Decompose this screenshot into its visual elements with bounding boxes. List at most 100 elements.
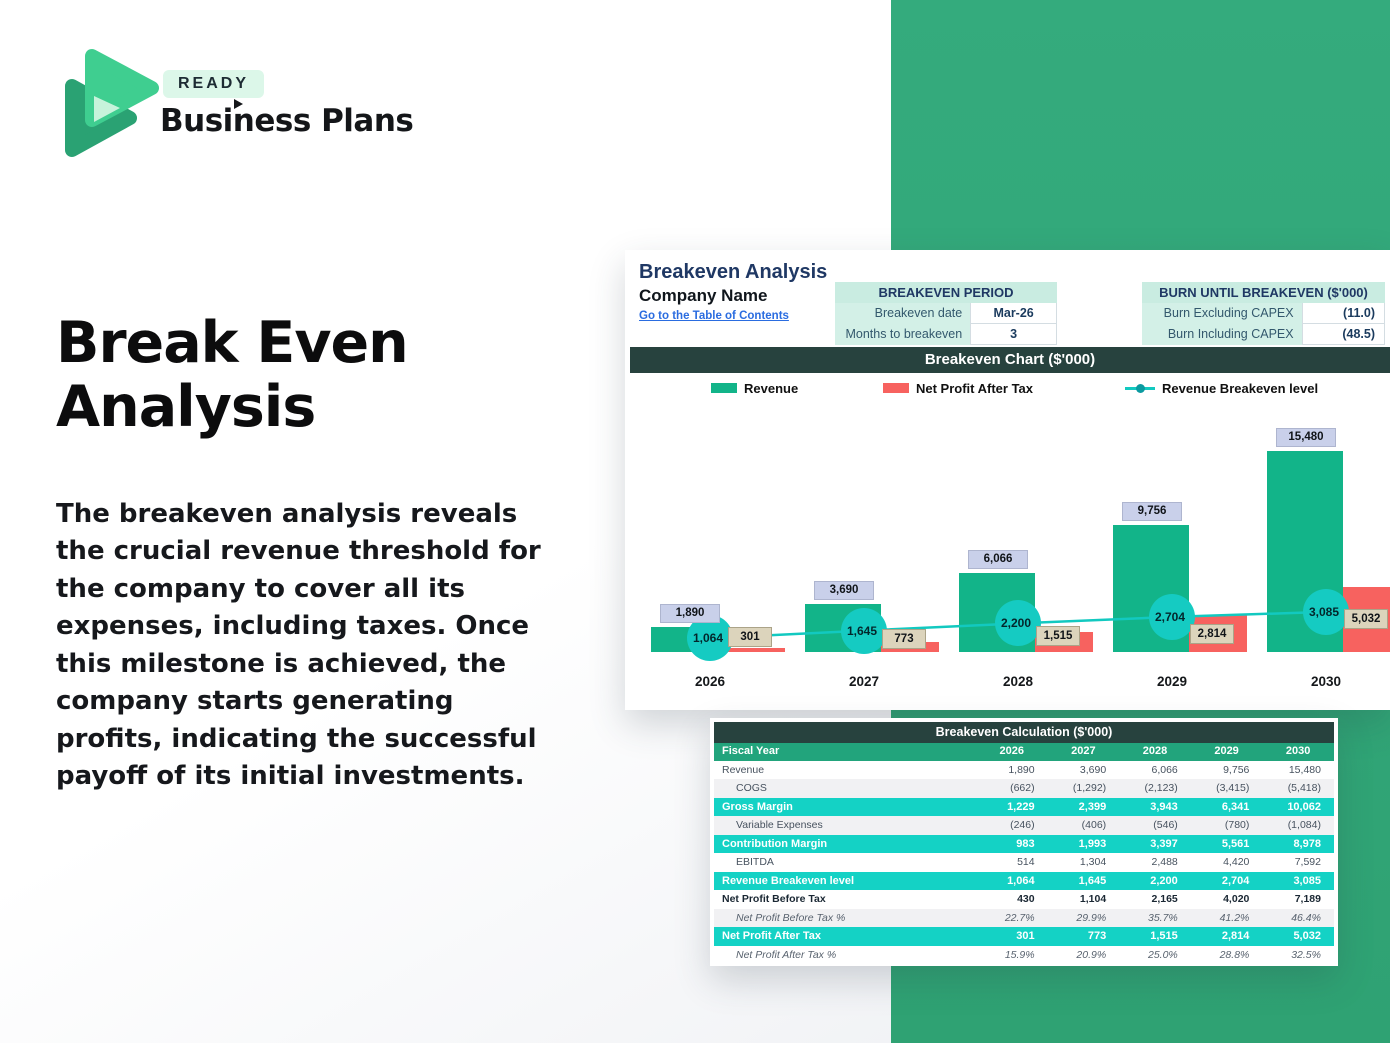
burn-value: (11.0) [1301,303,1385,324]
legend-item-breakeven-level: Revenue Breakeven level [1125,380,1318,396]
table-cell: 35.7% [1148,911,1178,924]
table-cell: 2,488 [1151,856,1178,868]
table-cell: (1,292) [1072,782,1107,794]
period-value: Mar-26 [970,303,1057,324]
table-row: Gross Margin 1,229 2,399 3,943 6,341 10,062 [714,797,1334,816]
net-profit-value-label: 5,032 [1344,609,1388,629]
table-cell: (780) [1224,819,1250,831]
x-axis-label: 2026 [694,674,726,689]
calc-table-title: Breakeven Calculation ($'000) [714,722,1334,743]
row-label: Contribution Margin [722,837,828,850]
table-cell: 5,032 [1293,930,1321,942]
calc-table: Fiscal Year 2026 2027 2028 2029 2030 Revenue 1,… [714,743,1334,964]
table-cell: 1,515 [1150,930,1178,942]
revenue-swatch-icon [711,383,737,393]
breakeven-line-swatch-icon [1125,383,1155,393]
sheet-title: Breakeven Analysis [639,261,828,283]
x-axis-label: 2028 [1002,674,1034,689]
calc-header-cell: 2030 [1285,745,1311,757]
burn-value: (48.5) [1301,324,1385,345]
table-of-contents-link[interactable]: Go to the Table of Contents [639,310,789,322]
table-cell: 7,592 [1294,856,1321,868]
burn-until-breakeven-table: BURN UNTIL BREAKEVEN ($'000) Burn Exclud… [1142,282,1385,345]
table-row: Contribution Margin 983 1,993 3,397 5,561 8,9… [714,834,1334,853]
table-cell: 20.9% [1076,948,1107,961]
breakeven-value-label: 2,704 [1154,609,1186,624]
table-cell: 773 [1087,930,1107,942]
table-cell: (1,084) [1287,819,1321,831]
row-label: Net Profit After Tax [722,930,822,942]
calc-header-cell: 2028 [1142,745,1168,757]
row-label: Net Profit Before Tax [722,893,826,905]
table-cell: 2,165 [1151,893,1178,905]
table-cell: 5,561 [1221,837,1250,850]
table-row: Net Profit After Tax 301 773 1,515 2,814 5,03… [714,927,1334,946]
page-description: The breakeven analysis reveals the cruci… [56,499,541,792]
table-cell: (662) [1010,782,1035,794]
table-cell: 29.9% [1076,911,1107,924]
breakeven-chart-card: Breakeven Analysis Company Name Go to th… [625,250,1390,710]
table-cell: 32.5% [1291,948,1321,961]
table-cell: 2,399 [1078,800,1107,813]
row-label: Gross Margin [722,800,793,813]
table-cell: 1,229 [1007,800,1035,813]
chart-title: Breakeven Chart ($'000) [630,347,1390,373]
x-axis-label: 2029 [1156,674,1188,689]
burn-label: Burn Excluding CAPEX [1142,303,1302,324]
breakeven-value-label: 1,645 [846,623,878,638]
table-row: Net Profit Before Tax % 22.7% 29.9% 35.7% 41… [714,908,1334,927]
table-cell: 3,690 [1079,763,1107,776]
table-cell: 1,304 [1079,856,1107,868]
table-row: Net Profit Before Tax 430 1,104 2,165 4,020 7… [714,890,1334,909]
burn-label: Burn Including CAPEX [1142,324,1302,345]
revenue-value-label: 9,756 [1122,502,1182,522]
calc-header-cell: 2029 [1214,745,1239,757]
table-cell: 7,189 [1294,893,1321,905]
table-cell: 22.7% [1004,911,1035,924]
table-cell: 46.4% [1291,911,1321,924]
table-cell: 6,066 [1151,763,1178,776]
row-label: Revenue [722,763,765,776]
table-cell: 9,756 [1223,763,1250,776]
table-row: COGS (662) (1,292) (2,123) (3,415) (5,418) [714,779,1334,798]
table-cell: (246) [1010,819,1035,831]
breakeven-period-table: BREAKEVEN PERIOD Breakeven date Mar-26 M… [835,282,1057,345]
row-label: Variable Expenses [736,819,823,831]
table-row: Net Profit After Tax % 15.9% 20.9% 25.0% 28.… [714,946,1334,965]
breakeven-calculation-card: Breakeven Calculation ($'000) Fiscal Yea… [710,718,1338,966]
legend-label: Revenue [744,380,799,396]
company-name: Company Name [639,286,768,305]
table-cell: 10,062 [1287,800,1321,813]
table-row: Breakeven date Mar-26 [835,303,1057,324]
table-cell: 41.2% [1219,911,1250,924]
table-cell: 301 [1016,930,1035,942]
legend-item-net-profit: Net Profit After Tax [883,380,1033,396]
table-cell: 3,943 [1150,800,1178,813]
table-row: Variable Expenses (246) (406) (546) (780) (1,… [714,816,1334,835]
legend-label: Net Profit After Tax [916,380,1034,396]
table-cell: 3,397 [1150,837,1178,850]
table-row: Revenue 1,890 3,690 6,066 9,756 15,480 [714,761,1334,780]
table-cell: (546) [1153,819,1178,831]
table-row: Revenue Breakeven level 1,064 1,645 2,200 2,… [714,871,1334,890]
breakeven-value-label: 3,085 [1308,604,1340,619]
table-cell: 2,200 [1150,874,1178,887]
table-cell: 15,480 [1288,763,1321,776]
revenue-value-label: 6,066 [968,550,1028,570]
breakeven-value-label: 2,200 [1000,616,1032,631]
table-cell: 28.8% [1219,948,1250,961]
calc-header-cell: 2026 [999,745,1025,757]
net-profit-swatch-icon [883,383,909,393]
table-cell: (5,418) [1287,782,1321,794]
table-cell: 2,704 [1221,874,1250,887]
legend-item-revenue: Revenue [711,380,798,396]
period-value: 3 [970,324,1057,345]
table-cell: 2,814 [1221,930,1250,942]
table-cell: 1,890 [1008,763,1035,776]
calc-header-row: Fiscal Year 2026 2027 2028 2029 2030 [714,743,1334,761]
table-row: Burn Excluding CAPEX (11.0) [1142,303,1385,324]
x-axis-label: 2027 [848,674,880,689]
row-label: EBITDA [736,856,774,868]
table-cell: 8,978 [1293,837,1321,850]
